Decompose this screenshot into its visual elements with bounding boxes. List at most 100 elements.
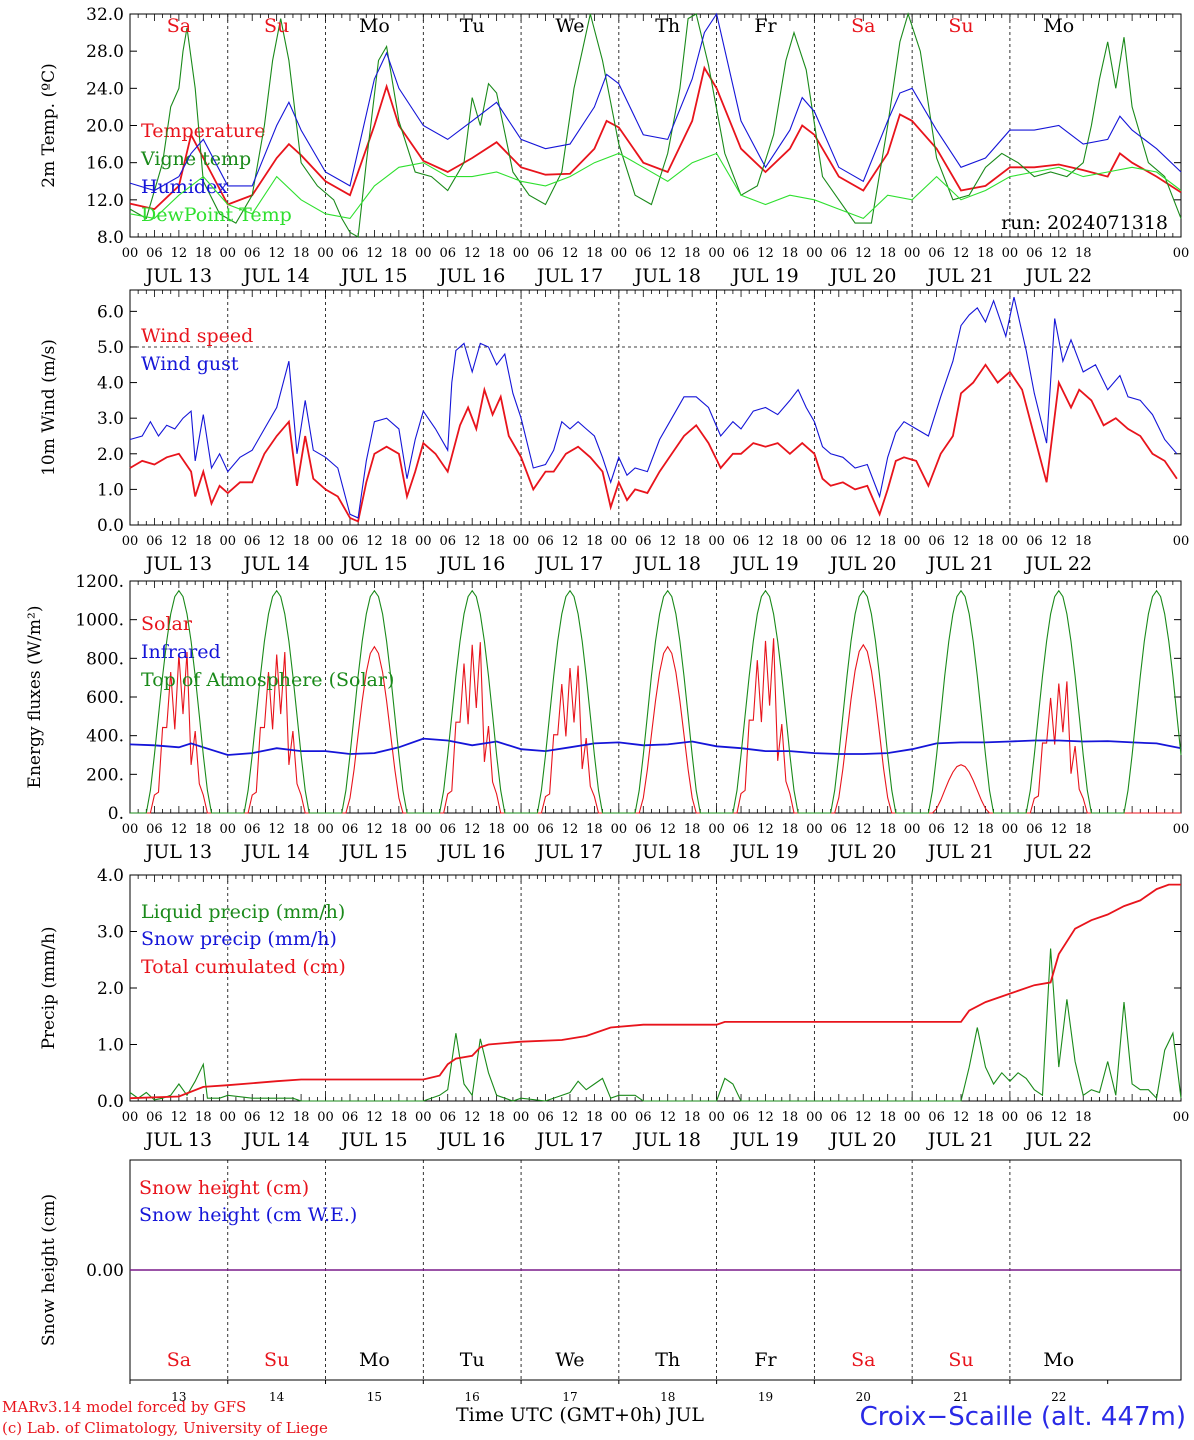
y-tick-label: 0.0 [97, 1092, 124, 1112]
x-hour-label: 00 [708, 1110, 725, 1125]
day-number: 13 [171, 1390, 186, 1404]
panel-1: 8.0 12.0 16.0 20.0 24.0 28.0 32.0 2m Temp. (ºC)… [39, 5, 1189, 287]
x-hour-label: 06 [537, 246, 554, 261]
x-hour-label: 00 [708, 246, 725, 261]
series-line-liquid-precip-mm-h- [129, 948, 1182, 1102]
x-hour-label: 18 [1075, 1110, 1092, 1125]
series-line-dewpoint-temp [129, 152, 1182, 220]
x-date-label: JUL 20 [828, 553, 896, 575]
x-hour-label: 06 [439, 1110, 456, 1125]
x-hour-label: 00 [806, 1110, 823, 1125]
x-hour-label: 06 [146, 246, 163, 261]
series-line-total-cumulated-cm- [129, 883, 1181, 1100]
x-hour-label: 06 [1026, 822, 1043, 837]
x-hour-label: 00 [415, 246, 432, 261]
legend-entry: Temperature [141, 120, 265, 142]
x-date-label: JUL 15 [339, 841, 407, 863]
day-number: 18 [660, 1390, 675, 1404]
x-hour-label: 18 [293, 246, 310, 261]
x-date-label: JUL 21 [926, 553, 994, 575]
x-hour-label: 12 [1051, 534, 1068, 549]
y-tick-label: 28.0 [86, 42, 124, 62]
x-hour-label: 00 [317, 1110, 334, 1125]
y-tick-label: 400. [86, 727, 124, 747]
x-hour-label: 00 [708, 822, 725, 837]
legend-entry: Wind gust [141, 353, 239, 375]
y-axis-title: Precip (mm/h) [39, 926, 59, 1049]
plot-frame [129, 580, 1182, 814]
day-number: 17 [562, 1390, 577, 1404]
x-hour-label: 12 [562, 534, 579, 549]
x-hour-label: 18 [977, 246, 994, 261]
x-hour-label: 00 [219, 246, 236, 261]
panel-4: 0.0 1.0 2.0 3.0 4.0 Precip (mm/h) Liquid preci… [39, 866, 1189, 1151]
x-hour-label: 00 [122, 246, 139, 261]
x-hour-label: 00 [415, 1110, 432, 1125]
day-name-bottom: Mo [1043, 1349, 1074, 1371]
x-hour-label: 00 [904, 534, 921, 549]
x-hour-label: 06 [831, 822, 848, 837]
x-hour-label: 06 [831, 246, 848, 261]
x-hour-label: 00 [317, 534, 334, 549]
y-tick-label: 2.0 [97, 445, 124, 465]
x-hour-label: 18 [684, 1110, 701, 1125]
x-hour-label: 00 [513, 246, 530, 261]
x-hour-label: 00 [806, 246, 823, 261]
x-hour-label: 06 [635, 534, 652, 549]
day-name-bottom: We [555, 1349, 584, 1371]
x-hour-label: 18 [586, 246, 603, 261]
day-name-bottom: Th [655, 1349, 680, 1371]
day-name-top: Fr [754, 15, 777, 37]
x-date-label: JUL 14 [241, 265, 309, 287]
day-name-bottom: Su [948, 1349, 973, 1371]
x-date-label: JUL 13 [144, 265, 212, 287]
x-hour-label: 12 [953, 246, 970, 261]
legend-entry: Snow precip (mm/h) [141, 928, 337, 950]
x-hour-label: 00 [1173, 534, 1190, 549]
day-name-top: Su [264, 15, 289, 37]
x-date-label: JUL 19 [730, 841, 798, 863]
day-name-top: Mo [1043, 15, 1074, 37]
x-hour-label: 18 [488, 822, 505, 837]
x-date-label: JUL 21 [926, 265, 994, 287]
series-line-top-of-atmosphere-solar- [130, 589, 1182, 814]
x-hour-label: 00 [1173, 1110, 1190, 1125]
day-name-bottom: Tu [460, 1349, 485, 1371]
x-date-label: JUL 21 [926, 841, 994, 863]
day-name-top: Th [655, 15, 680, 37]
x-date-label: JUL 18 [632, 841, 700, 863]
x-hour-label: 18 [684, 822, 701, 837]
day-name-bottom: Mo [359, 1349, 390, 1371]
x-date-label: JUL 22 [1024, 265, 1092, 287]
y-tick-label: 1.0 [97, 1036, 124, 1056]
x-hour-label: 12 [171, 534, 188, 549]
day-name-bottom: Fr [754, 1349, 777, 1371]
day-name-top: We [555, 15, 584, 37]
x-hour-label: 00 [219, 822, 236, 837]
x-hour-label: 00 [904, 246, 921, 261]
y-tick-label: 1.0 [97, 480, 124, 500]
y-tick-label: 1000. [75, 611, 124, 631]
x-hour-label: 06 [244, 534, 261, 549]
x-hour-label: 06 [439, 534, 456, 549]
x-hour-label: 00 [219, 534, 236, 549]
x-hour-label: 18 [391, 1110, 408, 1125]
x-hour-label: 12 [171, 246, 188, 261]
x-hour-label: 12 [366, 822, 383, 837]
x-hour-label: 00 [415, 822, 432, 837]
x-hour-label: 12 [757, 822, 774, 837]
x-hour-label: 00 [1002, 822, 1019, 837]
x-hour-label: 06 [635, 822, 652, 837]
x-hour-label: 12 [659, 246, 676, 261]
x-hour-label: 00 [708, 534, 725, 549]
x-hour-label: 00 [611, 822, 628, 837]
x-hour-label: 18 [391, 534, 408, 549]
x-hour-label: 12 [855, 534, 872, 549]
x-hour-label: 06 [928, 1110, 945, 1125]
x-hour-label: 18 [586, 1110, 603, 1125]
legend-entry: Total cumulated (cm) [141, 956, 346, 978]
x-hour-label: 00 [806, 534, 823, 549]
x-hour-label: 00 [611, 246, 628, 261]
copyright-credit: (c) Lab. of Climatology, University of L… [2, 1419, 328, 1437]
x-hour-label: 06 [146, 822, 163, 837]
